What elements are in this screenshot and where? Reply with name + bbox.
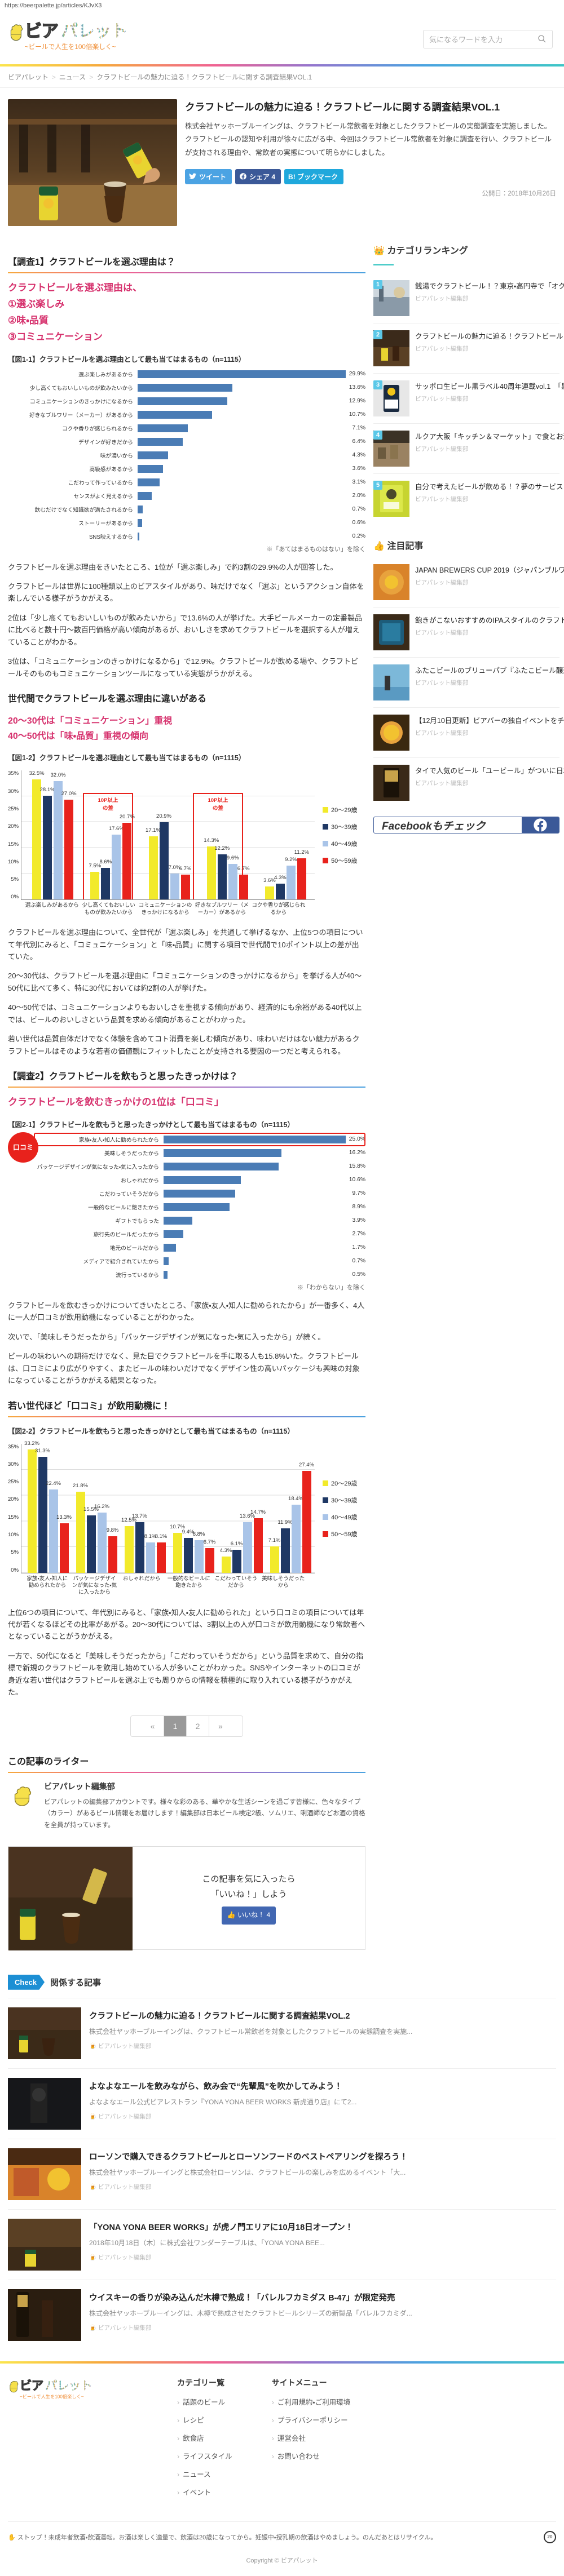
svg-text:ビア: ビア (25, 21, 59, 41)
svg-text:~ビールで人生を100倍楽しく~: ~ビールで人生を100倍楽しく~ (20, 2393, 84, 2399)
svg-text:~ビールで人生を100倍楽しく~: ~ビールで人生を100倍楽しく~ (25, 43, 116, 51)
svg-text:ビア: ビア (20, 2379, 43, 2392)
svg-text:パレット: パレット (61, 21, 128, 41)
svg-text:パレット: パレット (45, 2379, 92, 2392)
